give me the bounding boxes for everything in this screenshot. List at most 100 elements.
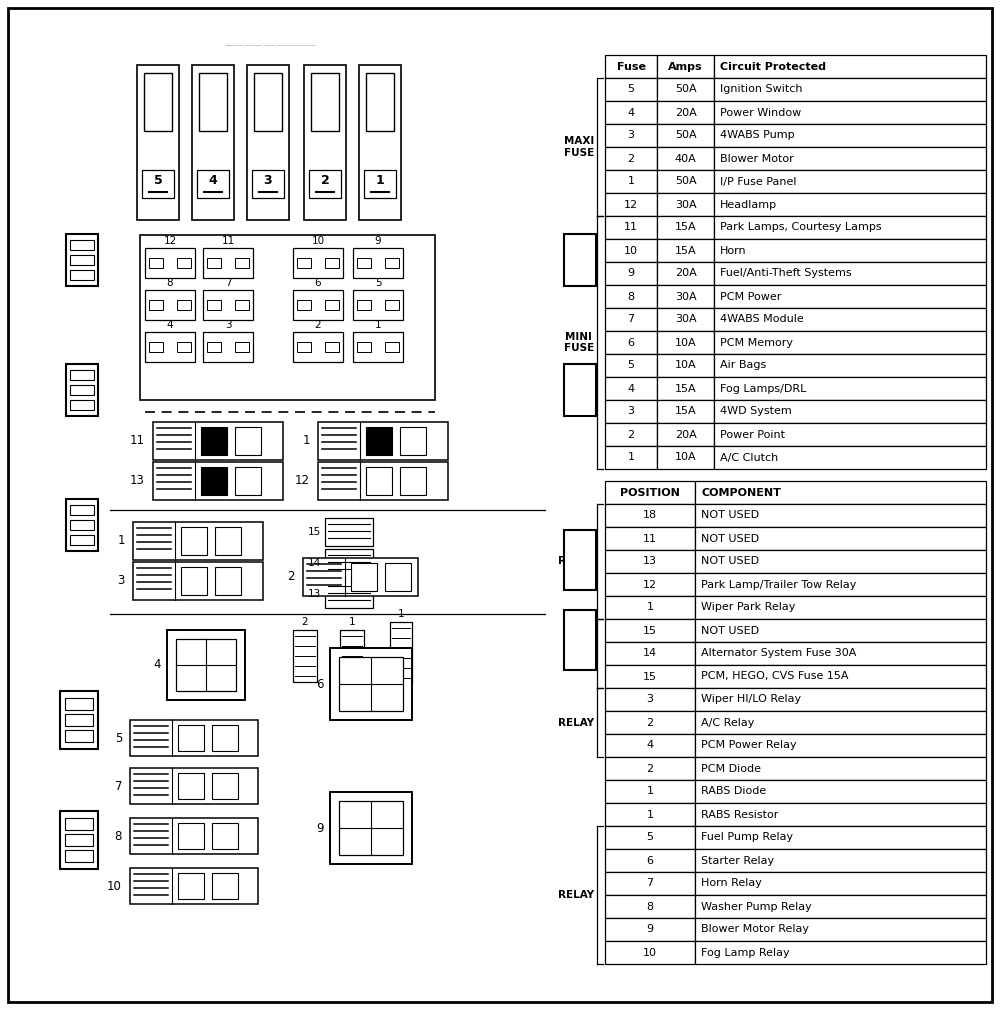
Bar [605,78,657,101]
Text: 8: 8 [115,829,122,842]
Bar [714,216,986,239]
Text: 5: 5 [628,361,635,371]
Text: 9: 9 [316,821,324,834]
Bar [564,234,596,286]
Bar [207,300,221,310]
Bar [714,308,986,331]
Bar [145,290,195,320]
Text: 20A: 20A [675,429,696,439]
Bar [66,364,98,416]
Text: 5: 5 [115,731,122,744]
Bar [201,427,227,454]
Bar [695,596,986,619]
Bar [695,941,986,964]
Bar [605,400,657,423]
Bar [564,364,596,416]
Text: Power Point: Power Point [720,429,785,439]
Bar [695,780,986,803]
Bar [297,300,311,310]
Bar [70,385,94,395]
Text: 1: 1 [398,609,404,619]
Text: 2: 2 [646,764,654,774]
Bar [695,872,986,895]
Bar [605,918,695,941]
Bar [167,630,245,700]
Bar [714,193,986,216]
Bar [311,73,339,131]
Bar [70,400,94,410]
Bar [605,780,695,803]
Bar [714,423,986,446]
Text: 2: 2 [302,617,308,627]
Bar [657,147,714,170]
Bar [605,170,657,193]
Bar [144,73,172,131]
Text: 5: 5 [154,174,162,187]
Bar [605,665,695,688]
Bar [325,258,339,268]
Bar [192,65,234,220]
Text: 10: 10 [643,947,657,957]
Bar [695,642,986,665]
Bar [385,258,399,268]
Bar [293,630,317,682]
Bar [605,872,695,895]
Text: 4WABS Pump: 4WABS Pump [720,130,795,140]
Text: 2: 2 [315,320,321,330]
Bar [695,734,986,758]
Text: Wiper Park Relay: Wiper Park Relay [701,603,795,612]
Bar [149,342,163,352]
Bar [657,193,714,216]
Bar [153,462,283,500]
Bar [695,527,986,550]
Text: 12: 12 [643,580,657,590]
Text: Starter Relay: Starter Relay [701,855,774,866]
Text: 14: 14 [643,648,657,659]
Bar [695,573,986,596]
Text: 4: 4 [627,107,635,117]
Text: 11: 11 [221,236,235,246]
Text: PCM Memory: PCM Memory [720,337,793,347]
Bar [714,262,986,285]
Text: 12: 12 [624,200,638,209]
Text: A/C Clutch: A/C Clutch [720,452,778,463]
Bar [357,300,371,310]
Bar [65,714,93,726]
Bar [293,290,343,320]
Bar [357,342,371,352]
Text: RELAY: RELAY [558,557,594,567]
Bar [203,332,253,362]
Bar [657,239,714,262]
Bar [695,619,986,642]
Text: NOT USED: NOT USED [701,625,759,635]
Bar [605,527,695,550]
Bar [176,639,236,691]
Bar [178,873,204,899]
Text: 15A: 15A [675,245,696,256]
Bar [65,730,93,742]
Text: 2: 2 [627,429,635,439]
Bar [199,73,227,131]
Bar [714,400,986,423]
Text: 1: 1 [646,603,654,612]
Text: 1: 1 [628,452,635,463]
Text: A/C Relay: A/C Relay [701,717,754,727]
Text: 1: 1 [302,434,310,447]
Bar [142,170,174,198]
Bar [201,467,227,495]
Bar [400,427,426,454]
Bar [235,300,249,310]
Bar [385,563,411,591]
Bar [605,423,657,446]
Text: 4: 4 [646,740,654,750]
Text: 9: 9 [627,269,635,279]
Bar [695,504,986,527]
Bar [153,422,283,460]
Bar [605,504,695,527]
Text: PCM Power: PCM Power [720,292,781,302]
Text: 10: 10 [311,236,325,246]
Text: RELAY: RELAY [558,717,594,727]
Bar [400,467,426,495]
Bar [309,170,341,198]
Bar [714,354,986,377]
